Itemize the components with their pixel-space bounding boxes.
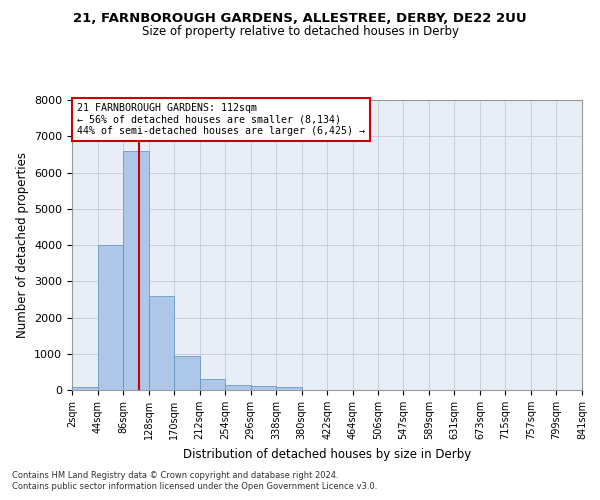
Text: Contains public sector information licensed under the Open Government Licence v3: Contains public sector information licen… — [12, 482, 377, 491]
Bar — [276, 387, 302, 390]
Bar — [174, 356, 200, 390]
Bar — [149, 296, 174, 390]
Text: 21, FARNBOROUGH GARDENS, ALLESTREE, DERBY, DE22 2UU: 21, FARNBOROUGH GARDENS, ALLESTREE, DERB… — [73, 12, 527, 26]
Bar — [98, 245, 123, 390]
Bar — [72, 388, 98, 390]
Bar — [123, 151, 149, 390]
Y-axis label: Number of detached properties: Number of detached properties — [16, 152, 29, 338]
Text: Contains HM Land Registry data © Crown copyright and database right 2024.: Contains HM Land Registry data © Crown c… — [12, 471, 338, 480]
Bar — [200, 379, 225, 390]
Bar — [251, 386, 276, 390]
X-axis label: Distribution of detached houses by size in Derby: Distribution of detached houses by size … — [183, 448, 471, 460]
Text: 21 FARNBOROUGH GARDENS: 112sqm
← 56% of detached houses are smaller (8,134)
44% : 21 FARNBOROUGH GARDENS: 112sqm ← 56% of … — [77, 103, 365, 136]
Bar — [225, 386, 251, 390]
Text: Size of property relative to detached houses in Derby: Size of property relative to detached ho… — [142, 25, 458, 38]
